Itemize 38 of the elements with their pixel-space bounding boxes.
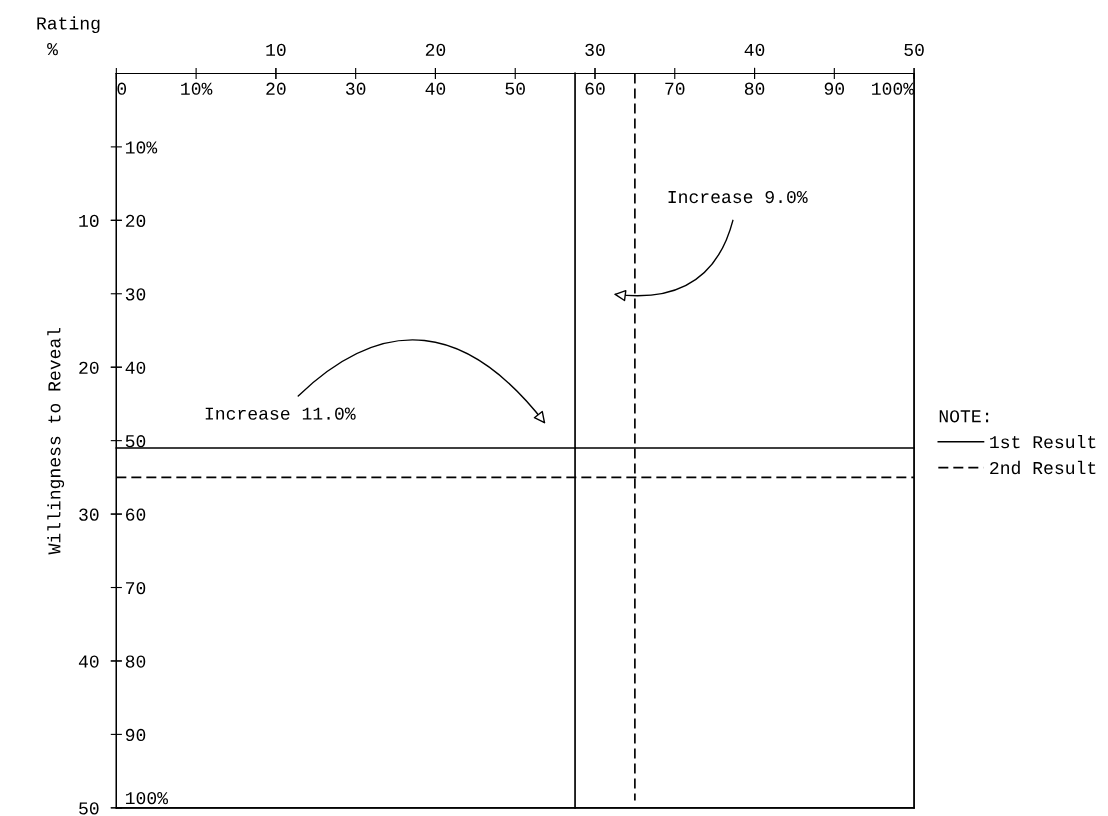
y-tick-label: 30	[79, 508, 99, 521]
legend-title: NOTE:	[939, 410, 989, 423]
y2-tick-label: 60	[126, 508, 146, 521]
x-tick-label: 70	[665, 82, 685, 95]
x2-tick-label: 20	[425, 43, 446, 56]
x-tick-label: 0	[117, 82, 127, 95]
x2-tick-label: 50	[904, 43, 924, 56]
x-tick-label: 60	[585, 82, 605, 95]
x2-tick-label: 30	[585, 43, 605, 56]
x-tick-label: 90	[824, 82, 845, 95]
x2-tick-label: 40	[744, 43, 765, 56]
y2-tick-label: 70	[126, 581, 146, 595]
y2-tick-label: 100%	[125, 792, 169, 805]
y-tick-label: 40	[78, 655, 99, 668]
y-tick-label: 20	[79, 361, 99, 374]
y-tick-label: 50	[79, 802, 99, 815]
y2-tick-label: 80	[125, 655, 146, 668]
annotation: Increase 11.0%	[205, 407, 356, 420]
x-tick-label: 20	[266, 82, 286, 95]
x-tick-label: 50	[505, 82, 525, 95]
y2-tick-label: 50	[125, 435, 146, 448]
y2-tick-label: 30	[125, 288, 146, 301]
x-tick-label: 40	[425, 82, 446, 95]
y2-tick-label: 10%	[125, 141, 158, 154]
y2-tick-label: 40	[125, 361, 146, 374]
x-axis-title: %	[47, 43, 58, 56]
x-tick-label: 30	[345, 82, 366, 95]
y-tick-label: 10	[79, 214, 99, 228]
x-tick-label: 80	[744, 82, 765, 95]
y2-tick-label: 90	[125, 728, 146, 742]
legend-label: 1st Result	[990, 435, 1096, 449]
annotation: Increase 9.0%	[668, 190, 808, 204]
y-axis-title: Willingness to Reveal	[47, 327, 65, 555]
x-tick-label: 10%	[181, 82, 213, 95]
x2-tick-label: 10	[266, 43, 286, 56]
legend-label: 2nd Result	[990, 460, 1096, 475]
y2-tick-label: 20	[125, 214, 146, 228]
x2-axis-title: Rating	[37, 16, 100, 34]
